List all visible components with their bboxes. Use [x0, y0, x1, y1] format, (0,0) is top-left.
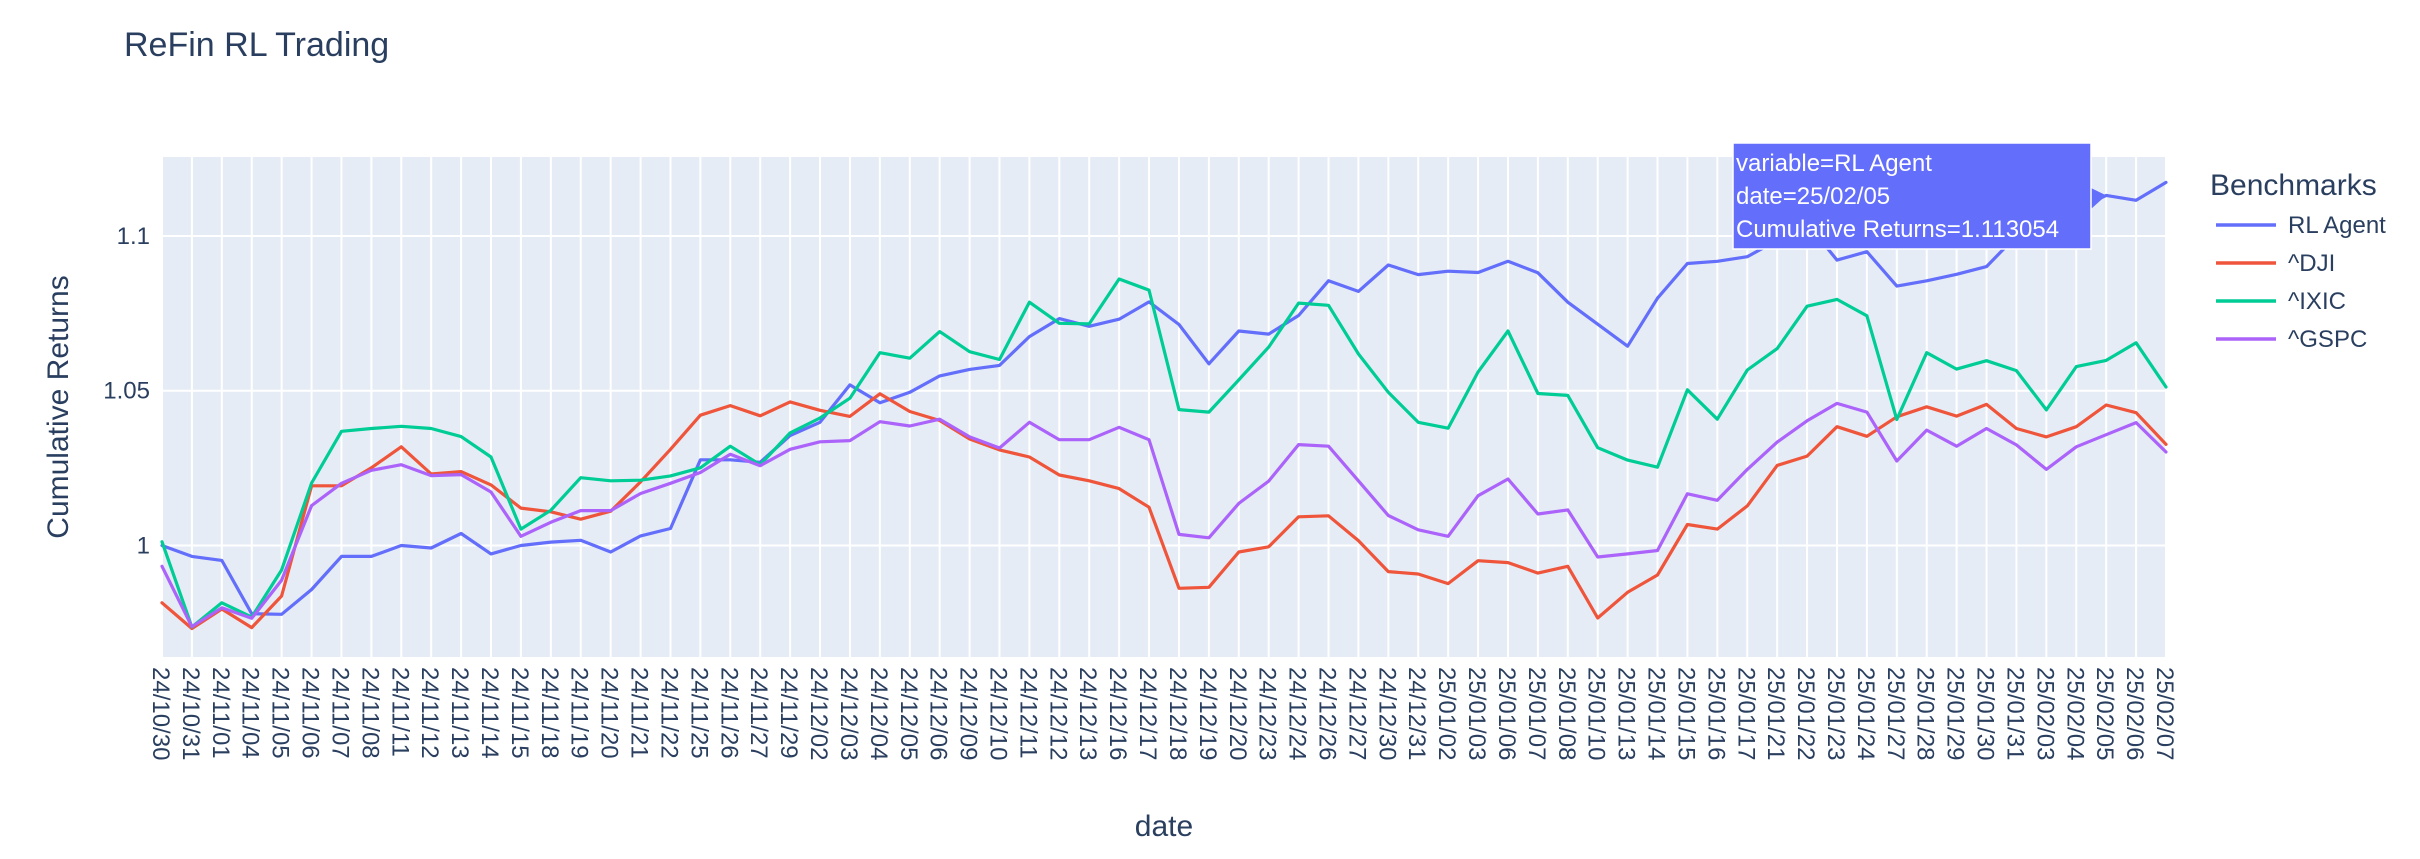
x-tick-label: 25/01/31	[2001, 667, 2028, 760]
x-tick-label: 25/01/28	[1912, 667, 1939, 760]
x-tick-label: 24/11/13	[446, 667, 473, 759]
x-tick-label: 25/01/02	[1433, 667, 1460, 760]
legend-label: RL Agent	[2288, 212, 2386, 239]
x-tick-label: 25/01/21	[1762, 667, 1789, 760]
x-tick-label: 24/12/13	[1074, 667, 1101, 760]
x-tick-label: 24/12/09	[955, 667, 982, 760]
x-tick-label: 24/11/25	[685, 667, 712, 759]
series-line-dji[interactable]	[160, 392, 2168, 631]
x-tick-label: 25/02/05	[2091, 667, 2118, 760]
x-tick-label: 24/11/20	[596, 667, 623, 759]
tooltip-line: date=25/02/05	[1736, 183, 1890, 210]
legend-label: ^DJI	[2288, 250, 2335, 277]
x-tick-label: 24/12/19	[1194, 667, 1221, 760]
x-tick-label: 25/01/22	[1792, 667, 1819, 760]
legend-title: Benchmarks	[2210, 169, 2377, 202]
x-tick-label: 24/10/31	[177, 667, 204, 760]
x-tick-label: 25/01/27	[1882, 667, 1909, 760]
x-tick-label: 25/01/08	[1553, 667, 1580, 760]
x-tick-label: 24/10/30	[147, 667, 174, 760]
x-tick-label: 25/02/07	[2151, 667, 2178, 760]
x-tick-label: 24/12/10	[984, 667, 1011, 760]
x-tick-label: 24/12/03	[835, 667, 862, 760]
y-axis-title: Cumulative Returns	[42, 275, 75, 538]
y-tick-label: 1.05	[103, 378, 150, 405]
x-tick-label: 24/11/21	[626, 667, 653, 759]
x-tick-label: 24/11/12	[416, 667, 443, 759]
x-tick-label: 24/11/26	[715, 667, 742, 759]
x-tick-label: 25/01/17	[1732, 667, 1759, 760]
x-tick-label: 25/02/03	[2031, 667, 2058, 760]
x-tick-label: 24/12/02	[805, 667, 832, 760]
x-tick-label: 25/01/06	[1493, 667, 1520, 760]
x-tick-label: 25/01/03	[1463, 667, 1490, 760]
x-tick-label: 24/12/30	[1373, 667, 1400, 760]
x-tick-label: 25/01/16	[1702, 667, 1729, 760]
x-tick-label: 24/11/07	[326, 667, 353, 759]
x-tick-label: 24/12/06	[925, 667, 952, 760]
x-tick-label: 24/11/11	[386, 667, 413, 757]
x-tick-label: 24/11/15	[506, 667, 533, 759]
x-tick-label: 24/12/11	[1014, 667, 1041, 759]
x-tick-label: 24/12/26	[1314, 667, 1341, 760]
x-tick-label: 24/11/19	[566, 667, 593, 759]
series-line-rl-agent[interactable]	[160, 180, 2168, 616]
x-tick-label: 24/12/23	[1254, 667, 1281, 760]
legend-item[interactable]: ^DJI	[2216, 250, 2335, 277]
x-tick-label: 24/12/27	[1343, 667, 1370, 760]
chart-title: ReFin RL Trading	[124, 26, 389, 64]
x-tick-label: 25/01/13	[1613, 667, 1640, 760]
x-tick-label: 24/11/05	[267, 667, 294, 759]
hover-tooltip: variable=RL Agent date=25/02/05 Cumulative…	[1732, 142, 2107, 250]
legend-item[interactable]: RL Agent	[2216, 212, 2386, 239]
x-tick-label: 24/11/06	[297, 667, 324, 759]
tooltip-pointer	[2091, 188, 2107, 209]
x-tick-label: 24/11/27	[745, 667, 772, 759]
x-tick-label: 24/12/17	[1134, 667, 1161, 760]
x-tick-label: 25/01/10	[1583, 667, 1610, 760]
series-line-gspc[interactable]	[160, 401, 2168, 629]
tooltip-line: Cumulative Returns=1.113054	[1736, 216, 2059, 243]
x-tick-label: 25/02/06	[2121, 667, 2148, 760]
x-tick-label: 24/12/20	[1224, 667, 1251, 760]
x-tick-label: 24/11/04	[237, 667, 264, 759]
legend-item[interactable]: ^IXIC	[2216, 288, 2346, 315]
x-tick-label: 24/11/08	[356, 667, 383, 759]
y-tick-label: 1.1	[117, 223, 150, 250]
x-tick-label: 24/11/22	[655, 667, 682, 759]
x-tick-label: 24/11/14	[476, 667, 503, 759]
x-tick-label: 25/01/30	[1972, 667, 1999, 760]
x-tick-label: 24/12/31	[1403, 667, 1430, 760]
x-tick-label: 24/11/18	[536, 667, 563, 759]
legend-label: ^IXIC	[2288, 288, 2346, 315]
y-tick-label: 1	[137, 533, 150, 560]
x-axis-title: date	[1135, 810, 1193, 843]
x-tick-label: 25/01/07	[1523, 667, 1550, 760]
legend-label: ^GSPC	[2288, 326, 2367, 353]
x-tick-label: 24/11/29	[775, 667, 802, 759]
y-tick-labels: 1 1.05 1.1	[103, 223, 150, 560]
x-tick-label: 24/12/05	[895, 667, 922, 760]
x-tick-label: 24/12/18	[1164, 667, 1191, 760]
x-tick-label: 25/01/23	[1822, 667, 1849, 760]
tooltip-line: variable=RL Agent	[1736, 150, 1932, 177]
tooltip-box	[1732, 142, 2092, 250]
legend: RL Agent ^DJI ^IXIC ^GSPC	[2216, 212, 2386, 353]
legend-item[interactable]: ^GSPC	[2216, 326, 2367, 353]
x-tick-labels: 24/10/30 24/10/31 24/11/01 24/11/04 24/11/05…	[147, 667, 2178, 760]
x-tick-label: 24/11/01	[207, 667, 234, 759]
x-tick-label: 24/12/12	[1044, 667, 1071, 760]
x-tick-label: 25/01/15	[1672, 667, 1699, 760]
series-line-ixic[interactable]	[160, 277, 2168, 629]
x-tick-label: 25/01/24	[1852, 667, 1879, 760]
x-tick-label: 24/12/24	[1284, 667, 1311, 760]
x-tick-label: 25/02/04	[2061, 667, 2088, 760]
x-tick-label: 24/12/04	[865, 667, 892, 760]
x-tick-label: 24/12/16	[1104, 667, 1131, 760]
series-lines	[160, 180, 2168, 631]
x-tick-label: 25/01/14	[1643, 667, 1670, 760]
x-tick-label: 25/01/29	[1942, 667, 1969, 760]
